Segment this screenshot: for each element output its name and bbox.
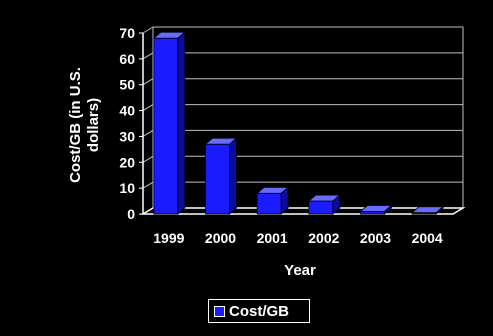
x-tick-label: 1999 [153, 230, 184, 246]
y-axis-title-line1: Cost/GB (in U.S. [67, 67, 84, 183]
legend: Cost/GB [208, 299, 310, 323]
legend-label-cost-gb: Cost/GB [229, 302, 289, 320]
y-tick-label: 70 [119, 25, 135, 41]
x-tick-label: 2004 [412, 230, 443, 246]
gridline-side-10 [142, 181, 154, 189]
bar-2001 [256, 192, 282, 215]
x-tick-label: 2001 [257, 230, 288, 246]
gridline-side-30 [142, 129, 154, 137]
bar-side-2001 [280, 186, 289, 215]
tick-labels: 0 10 20 30 40 50 60 70 1999 2000 2001 2002 2003 2004 [119, 25, 443, 246]
bar-side-2004 [435, 205, 444, 215]
bar-side-2003 [384, 204, 392, 215]
bar-2000 [205, 143, 230, 215]
floor-plane [140, 207, 466, 215]
y-tick-label: 30 [119, 128, 135, 144]
gridline-side-70 [142, 26, 154, 34]
grid [142, 26, 464, 215]
gridline-side-50 [142, 78, 154, 86]
y-tick-label: 10 [119, 180, 135, 196]
y-tick-label: 50 [119, 77, 135, 93]
x-tick-label: 2002 [308, 230, 339, 246]
y-tick-label: 0 [127, 206, 135, 222]
gridline-side-60 [142, 52, 154, 60]
gridline-side-40 [142, 104, 154, 112]
bar-side-1999 [177, 31, 186, 215]
x-tick-label: 2003 [360, 230, 391, 246]
x-axis-title: Year [284, 262, 316, 279]
bar-1999 [153, 37, 179, 215]
bar-side-2002 [332, 194, 341, 215]
y-tick-label: 20 [119, 154, 135, 170]
y-axis-title-line2: dollars) [85, 98, 102, 152]
x-tick-label: 2000 [205, 230, 236, 246]
gridline-side-20 [142, 155, 154, 163]
bar-2002 [308, 200, 334, 215]
bars [152, 31, 445, 215]
axes [139, 27, 466, 215]
legend-swatch-cost-gb [214, 305, 225, 317]
y-tick-label: 60 [119, 51, 135, 67]
bar-side-2000 [229, 137, 237, 215]
y-tick-label: 40 [119, 103, 135, 119]
